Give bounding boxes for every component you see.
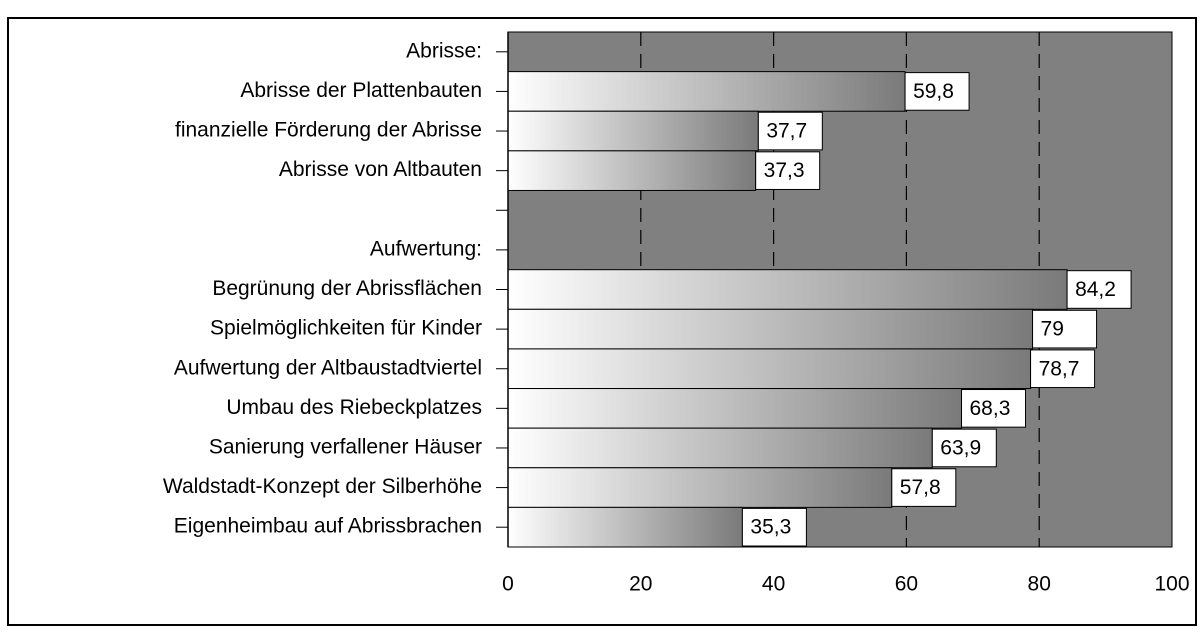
- y-tick-label: finanzielle Förderung der Abrisse: [175, 119, 482, 142]
- value-label: 37,7: [766, 120, 807, 143]
- bar: [507, 506, 743, 548]
- value-label-box: [1066, 270, 1132, 309]
- value-label: 57,8: [900, 476, 941, 499]
- value-label-box: [961, 389, 1027, 428]
- bar: [507, 388, 963, 429]
- bar: [507, 467, 893, 508]
- value-label-box: [755, 151, 821, 190]
- y-tick-label: Waldstadt-Konzept der Silberhöhe: [163, 475, 482, 498]
- bar: [507, 150, 757, 191]
- value-label: 78,7: [1039, 357, 1080, 380]
- value-label-box: [904, 72, 970, 111]
- bar: [507, 269, 1068, 310]
- bar: [507, 71, 906, 112]
- y-tick-label: Abrisse von Altbauten: [279, 158, 482, 181]
- value-label-box: [891, 468, 957, 507]
- y-tick-label: Abrisse:: [406, 39, 482, 62]
- y-tick-label: Aufwertung:: [370, 237, 482, 260]
- value-label: 84,2: [1075, 278, 1116, 301]
- y-tick-label: Umbau des Riebeckplatzes: [226, 396, 482, 419]
- value-label: 68,3: [970, 397, 1011, 420]
- value-label-box: [741, 507, 807, 547]
- value-label: 79: [1041, 318, 1064, 341]
- x-tick-label: 100: [1154, 573, 1189, 596]
- x-tick-label: 60: [895, 573, 918, 596]
- bar: [507, 110, 759, 152]
- y-tick-label: Aufwertung der Altbaustadtviertel: [174, 356, 482, 379]
- x-tick-label: 20: [629, 573, 652, 596]
- y-tick-label: Eigenheimbau auf Abrissbrachen: [174, 515, 482, 538]
- bar: [507, 308, 1034, 350]
- y-tick-label: Begrünung der Abrissflächen: [212, 277, 482, 300]
- bar: [507, 348, 1032, 390]
- value-label-box: [931, 428, 997, 468]
- bar: [507, 427, 933, 469]
- value-label: 35,3: [750, 516, 791, 539]
- y-tick-label: Spielmöglichkeiten für Kinder: [210, 317, 482, 340]
- value-label-box: [1032, 309, 1098, 349]
- y-tick-label: Sanierung verfallener Häuser: [209, 436, 482, 459]
- value-label-box: [1030, 349, 1096, 389]
- value-label: 59,8: [913, 80, 954, 103]
- value-label: 37,3: [764, 159, 805, 182]
- x-tick-label: 80: [1028, 573, 1051, 596]
- frame: [7, 17, 1197, 626]
- x-tick-label: 40: [762, 573, 785, 596]
- y-tick-label: Abrisse der Plattenbauten: [240, 79, 482, 102]
- value-label-box: [757, 111, 823, 151]
- x-tick-label: 0: [502, 573, 514, 596]
- value-label: 63,9: [940, 437, 981, 460]
